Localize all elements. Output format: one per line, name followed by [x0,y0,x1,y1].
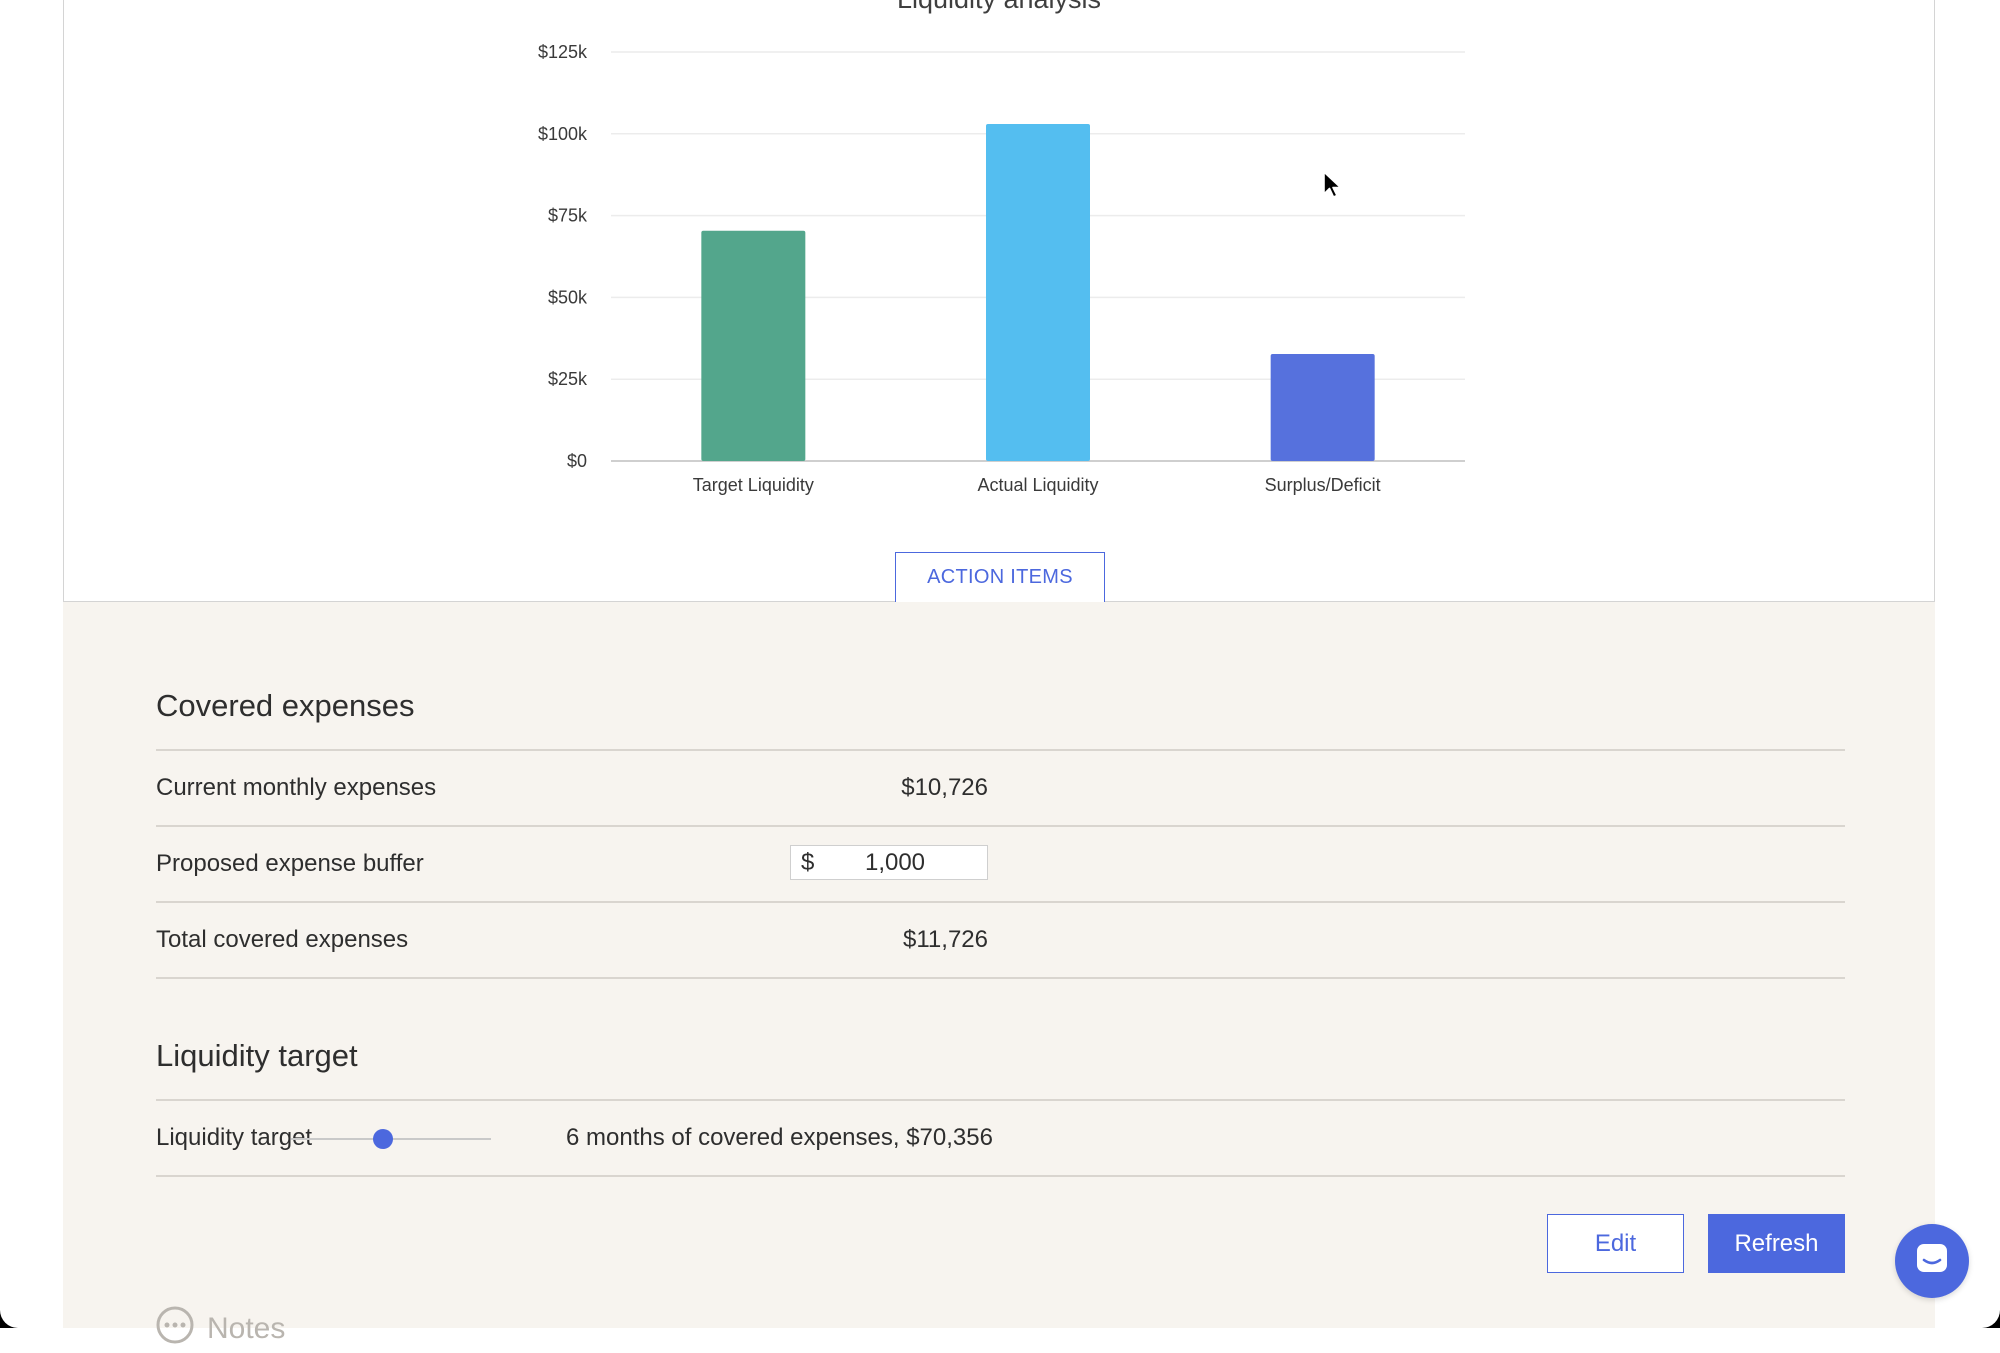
bar-surplus-deficit[interactable] [1270,354,1375,461]
x-tick-label: Surplus/Deficit [1265,475,1381,495]
x-tick-label: Target Liquidity [693,475,814,495]
liquidity-target-description: 6 months of covered expenses, $70,356 [566,1124,993,1151]
chat-bubble-dots-icon [155,1305,207,1353]
mouse-pointer-icon [1322,170,1344,205]
notes-label: Notes [207,1312,286,1345]
divider [156,825,1845,827]
total-covered-expenses-value: $11,726 [903,926,988,953]
covered-expenses-title: Covered expenses [156,688,415,723]
y-tick-label: $75k [548,206,588,226]
x-tick-label: Actual Liquidity [977,475,1098,495]
divider [156,977,1845,979]
total-covered-expenses-label: Total covered expenses [156,926,409,953]
expense-buffer-input[interactable]: $ 1,000 [790,845,988,880]
current-monthly-expenses-label: Current monthly expenses [156,774,437,801]
liquidity-bar-chart: $0 $25k $50k $75k $100k $125k Target Liquidity… [538,42,1465,495]
chat-launcher-icon [1914,1241,1950,1282]
window-corner [1982,1310,2000,1328]
window-corner [0,1310,18,1328]
chat-launcher-button[interactable] [1895,1224,1969,1298]
current-monthly-expenses-value: $10,726 [901,774,988,801]
liquidity-target-title: Liquidity target [156,1038,358,1073]
liquidity-target-slider[interactable] [291,1127,491,1151]
divider [156,749,1845,751]
divider [156,1175,1845,1177]
y-tick-label: $25k [548,369,588,389]
proposed-expense-buffer-label: Proposed expense buffer [156,850,424,877]
chart-title: Liquidity analysis [64,0,1934,15]
y-tick-label: $0 [567,451,587,471]
bar-target-liquidity[interactable] [701,230,806,461]
settings-panel: Covered expenses Current monthly expense… [63,602,1935,1328]
notes-header[interactable]: Notes [155,1305,285,1353]
divider [156,901,1845,903]
liquidity-target-label: Liquidity target [156,1124,313,1151]
refresh-button[interactable]: Refresh [1708,1214,1845,1273]
y-tick-label: $100k [538,124,588,144]
edit-button[interactable]: Edit [1547,1214,1684,1273]
y-tick-label: $125k [538,42,588,62]
currency-symbol: $ [801,848,815,876]
bar-actual-liquidity[interactable] [986,123,1090,461]
liquidity-chart-card: Liquidity analysis $0 $25k $50k $75k $100k $1… [63,0,1935,602]
divider [156,1099,1845,1101]
expense-buffer-value[interactable]: 1,000 [864,848,926,876]
action-items-button[interactable]: ACTION ITEMS [895,552,1105,602]
y-tick-label: $50k [548,287,588,307]
slider-thumb[interactable] [373,1129,393,1149]
